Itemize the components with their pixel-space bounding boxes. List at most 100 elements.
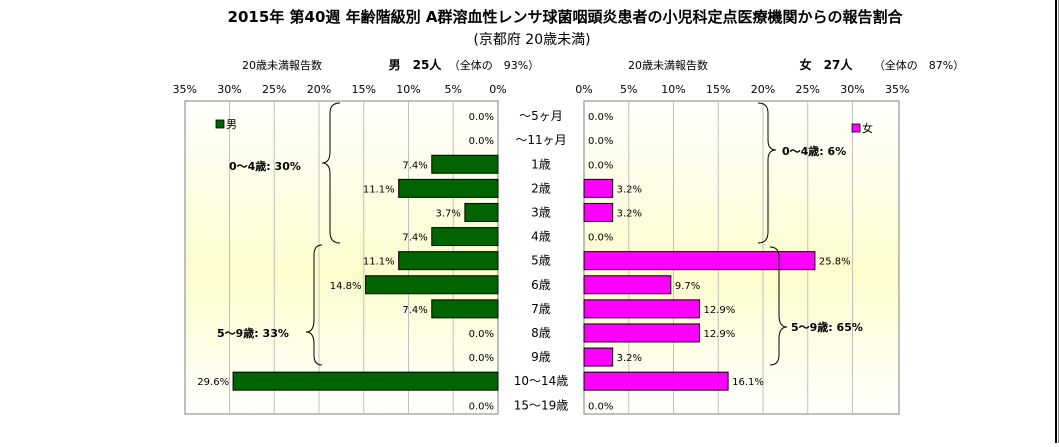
female-data-label: 12.9% bbox=[703, 329, 735, 340]
male-bar bbox=[431, 154, 499, 174]
category-label: 1歳 bbox=[531, 157, 551, 171]
left-tick-label: 35% bbox=[173, 83, 197, 96]
category-label: 5歳 bbox=[531, 254, 551, 268]
left-tick-label: 25% bbox=[262, 83, 286, 96]
category-label: ～5ヶ月 bbox=[519, 109, 563, 123]
female-bar bbox=[583, 178, 614, 198]
category-label: 8歳 bbox=[531, 326, 551, 340]
male-bar bbox=[398, 178, 499, 198]
right-tick-label: 20% bbox=[751, 83, 775, 96]
left-tick-label: 20% bbox=[307, 83, 331, 96]
female-data-label: 25.8% bbox=[819, 257, 851, 268]
left-report-label: 20歳未満報告数 bbox=[242, 59, 322, 72]
left-tick-label: 0% bbox=[489, 83, 506, 96]
male-data-label: 11.1% bbox=[363, 257, 395, 268]
left-gender-title: 男 25人 bbox=[389, 57, 443, 72]
category-label: 4歳 bbox=[531, 230, 551, 244]
right-group-label-0-4: 0～4歳: 6% bbox=[782, 144, 846, 158]
female-bar bbox=[583, 275, 672, 295]
category-label: 7歳 bbox=[531, 302, 551, 316]
male-bar bbox=[398, 251, 499, 271]
male-data-label: 7.4% bbox=[402, 233, 427, 244]
right-tick-label: 10% bbox=[661, 83, 685, 96]
right-brace-5-9 bbox=[769, 246, 788, 366]
male-data-label: 0.0% bbox=[469, 353, 494, 364]
right-panel-header: 20歳未満報告数 女 27人 （全体の 87%） bbox=[628, 57, 964, 72]
category-label: 2歳 bbox=[531, 181, 551, 195]
left-brace-5-9 bbox=[305, 244, 323, 366]
right-legend-swatch bbox=[851, 123, 861, 133]
category-label: 10～14歳 bbox=[514, 374, 569, 388]
male-data-label: 14.8% bbox=[330, 281, 362, 292]
female-data-label: 0.0% bbox=[588, 233, 613, 244]
category-label: 15～19歳 bbox=[514, 398, 569, 412]
female-data-label: 0.0% bbox=[588, 401, 613, 412]
right-tick-label: 0% bbox=[575, 83, 592, 96]
male-bar bbox=[431, 299, 499, 319]
category-label: ～11ヶ月 bbox=[515, 133, 566, 147]
female-data-label: 3.2% bbox=[617, 208, 642, 219]
left-brace-0-4 bbox=[321, 102, 341, 244]
male-bar bbox=[232, 371, 499, 391]
male-data-label: 29.6% bbox=[197, 377, 229, 388]
female-data-label: 9.7% bbox=[675, 281, 700, 292]
female-data-label: 12.9% bbox=[703, 305, 735, 316]
female-bar bbox=[583, 299, 700, 319]
axis-ticks: 0% 0% 5% 5% 10% 10% 15% 15% 20% 20% 25% 25% 30% 30% 35… bbox=[173, 83, 910, 96]
male-bar bbox=[464, 202, 499, 222]
category-labels: ～5ヶ月 ～11ヶ月 1歳 2歳 3歳 4歳 5歳 6歳 7歳 8歳 9歳 10～14歳 15～19歳 bbox=[514, 109, 569, 412]
male-data-label: 0.0% bbox=[469, 136, 494, 147]
left-tick-label: 30% bbox=[217, 83, 241, 96]
left-legend: 男 bbox=[215, 118, 237, 131]
female-bar bbox=[583, 251, 816, 271]
chart-subtitle: (京都府 20歳未満) bbox=[473, 32, 590, 48]
male-data-label: 0.0% bbox=[469, 329, 494, 340]
category-label: 6歳 bbox=[531, 278, 551, 292]
male-data-label: 0.0% bbox=[469, 401, 494, 412]
left-group-label-0-4: 0～4歳: 30% bbox=[229, 159, 301, 173]
male-bar bbox=[365, 275, 499, 295]
left-panel-header: 20歳未満報告数 男 25人 （全体の 93%） bbox=[242, 57, 539, 72]
right-legend: 女 bbox=[851, 121, 873, 135]
right-brace-0-4 bbox=[757, 102, 777, 244]
left-tick-label: 15% bbox=[352, 83, 376, 96]
right-gender-title: 女 27人 bbox=[800, 57, 854, 72]
female-data-label: 3.2% bbox=[617, 184, 642, 195]
female-data-label: 3.2% bbox=[617, 353, 642, 364]
right-overall-note: （全体の 87%） bbox=[874, 58, 964, 72]
right-tick-label: 35% bbox=[885, 83, 909, 96]
female-bar bbox=[583, 202, 614, 222]
right-tick-label: 15% bbox=[706, 83, 730, 96]
left-tick-label: 10% bbox=[396, 83, 420, 96]
female-data-label: 0.0% bbox=[588, 112, 613, 123]
left-legend-label: 男 bbox=[226, 118, 237, 131]
left-overall-note: （全体の 93%） bbox=[449, 58, 539, 72]
male-data-label: 0.0% bbox=[469, 112, 494, 123]
left-legend-swatch bbox=[215, 119, 225, 129]
category-label: 9歳 bbox=[531, 350, 551, 364]
female-bar bbox=[583, 323, 700, 343]
male-data-label: 11.1% bbox=[363, 184, 395, 195]
male-data-label: 7.4% bbox=[402, 160, 427, 171]
chart-title: 2015年 第40週 年齢階級別 A群溶血性レンサ球菌咽頭炎患者の小児科定点医療… bbox=[228, 8, 904, 26]
male-data-label: 7.4% bbox=[402, 305, 427, 316]
category-label: 3歳 bbox=[531, 205, 551, 219]
right-legend-label: 女 bbox=[862, 121, 873, 135]
female-bar bbox=[583, 371, 729, 391]
male-data-label: 3.7% bbox=[435, 208, 460, 219]
bars: 0.0% 0.0% 0.0% 0.0% 7.4% 0.0% 11.1% 3.2% 3.7% 3.2… bbox=[197, 112, 850, 412]
right-frame-edge bbox=[1055, 0, 1057, 443]
female-data-label: 0.0% bbox=[588, 160, 613, 171]
female-data-label: 16.1% bbox=[732, 377, 764, 388]
female-data-label: 0.0% bbox=[588, 136, 613, 147]
right-tick-label: 25% bbox=[796, 83, 820, 96]
right-report-label: 20歳未満報告数 bbox=[628, 59, 708, 72]
female-bar bbox=[583, 347, 614, 367]
left-tick-label: 5% bbox=[445, 83, 462, 96]
male-bar bbox=[431, 227, 499, 247]
left-group-label-5-9: 5～9歳: 33% bbox=[217, 326, 289, 340]
right-group-label-5-9: 5～9歳: 65% bbox=[791, 320, 863, 334]
right-tick-label: 30% bbox=[840, 83, 864, 96]
